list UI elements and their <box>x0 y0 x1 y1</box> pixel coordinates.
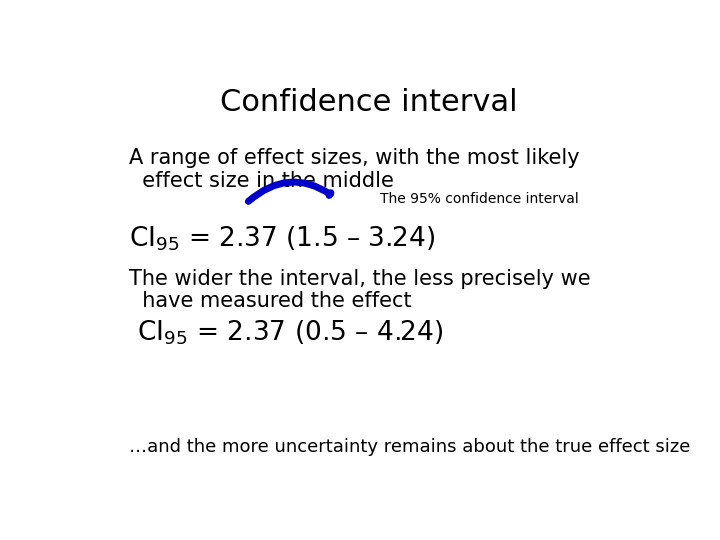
Text: The wider the interval, the less precisely we: The wider the interval, the less precise… <box>129 268 590 288</box>
Text: CI$_{95}$ = 2.37 (0.5 – 4.24): CI$_{95}$ = 2.37 (0.5 – 4.24) <box>129 319 444 347</box>
Text: CI$_{95}$ = 2.37 (1.5 – 3.24): CI$_{95}$ = 2.37 (1.5 – 3.24) <box>129 225 435 253</box>
Text: A range of effect sizes, with the most likely: A range of effect sizes, with the most l… <box>129 148 580 168</box>
Text: …and the more uncertainty remains about the true effect size: …and the more uncertainty remains about … <box>129 437 690 456</box>
Text: effect size in the middle: effect size in the middle <box>129 171 394 191</box>
Text: have measured the effect: have measured the effect <box>129 292 412 312</box>
Text: The 95% confidence interval: The 95% confidence interval <box>380 192 579 206</box>
Text: Confidence interval: Confidence interval <box>220 87 518 117</box>
